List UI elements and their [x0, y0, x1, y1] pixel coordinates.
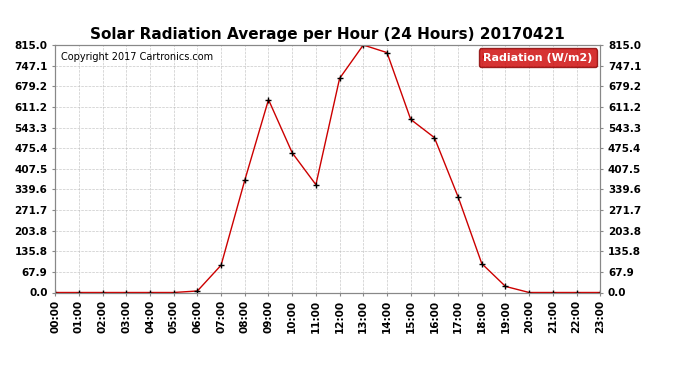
Title: Solar Radiation Average per Hour (24 Hours) 20170421: Solar Radiation Average per Hour (24 Hou…: [90, 27, 565, 42]
Text: Copyright 2017 Cartronics.com: Copyright 2017 Cartronics.com: [61, 53, 213, 62]
Legend: Radiation (W/m2): Radiation (W/m2): [479, 48, 597, 67]
